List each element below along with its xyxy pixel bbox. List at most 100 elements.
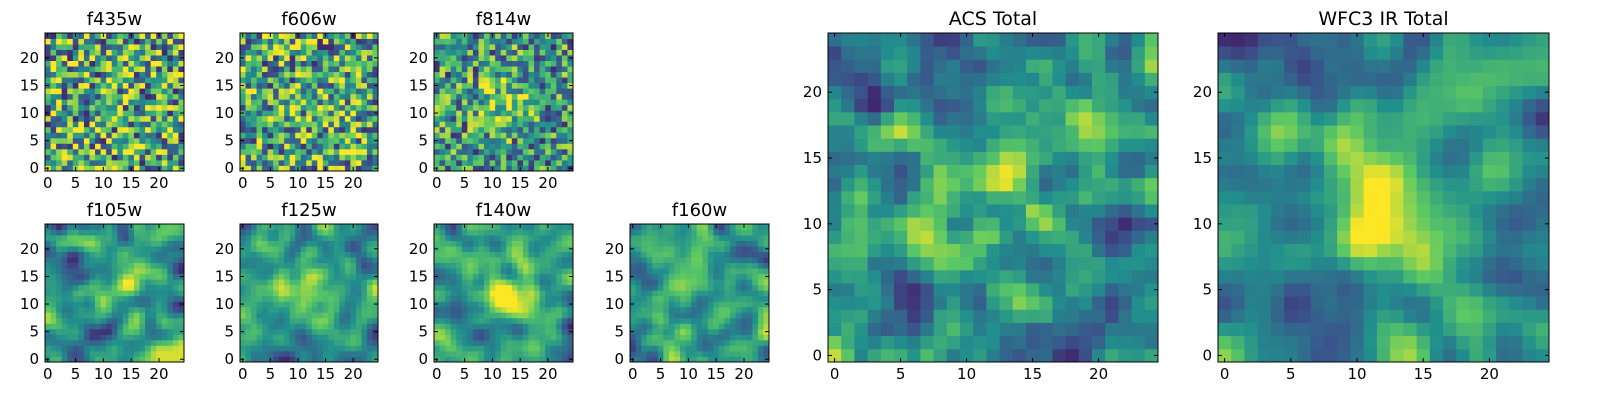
heatmap-cell — [128, 317, 135, 324]
heatmap-cell — [1131, 296, 1146, 310]
heatmap-cell — [83, 345, 90, 352]
heatmap-cell — [635, 246, 642, 252]
heatmap-cell — [730, 317, 737, 324]
heatmap-cell — [284, 77, 291, 84]
heatmap-cell — [517, 339, 524, 346]
heatmap-cell — [295, 159, 302, 166]
heatmap-cell — [306, 110, 313, 117]
heatmap-cell — [439, 339, 446, 346]
heatmap-cell — [133, 165, 140, 172]
heatmap-cell — [295, 44, 302, 50]
heatmap-cell — [339, 229, 346, 236]
heatmap-cell — [506, 246, 513, 252]
heatmap-cell — [300, 229, 307, 236]
heatmap-cell — [117, 44, 124, 50]
heatmap-cell — [445, 268, 452, 275]
heatmap-cell — [256, 262, 263, 269]
heatmap-cell — [657, 290, 664, 297]
heatmap-cell — [78, 104, 85, 111]
heatmap-cell — [172, 82, 179, 89]
heatmap-cell — [1092, 309, 1106, 323]
heatmap-cell — [333, 115, 340, 122]
heatmap-cell — [78, 356, 85, 363]
heatmap-cell — [178, 290, 185, 297]
heatmap-cell — [461, 306, 468, 313]
heatmap-cell — [718, 334, 725, 341]
heatmap-cell — [635, 229, 642, 236]
heatmap-cell — [894, 348, 908, 363]
heatmap-cell — [300, 55, 307, 61]
heatmap-cell — [718, 312, 725, 319]
heatmap-cell — [122, 71, 129, 78]
heatmap-cell — [724, 284, 731, 291]
heatmap-cell — [278, 77, 285, 84]
heatmap-cell — [730, 295, 737, 302]
heatmap-cell — [545, 99, 552, 106]
heatmap-cell — [95, 356, 101, 363]
heatmap-cell — [630, 240, 636, 247]
heatmap-cell — [133, 290, 140, 297]
heatmap-cell — [567, 339, 574, 346]
heatmap-cell — [156, 137, 163, 144]
heatmap-cell — [439, 137, 446, 144]
heatmap-cell — [295, 301, 302, 308]
heatmap-cell — [256, 77, 263, 84]
heatmap-cell — [556, 224, 563, 230]
heatmap-cell — [251, 33, 257, 39]
heatmap-cell — [1039, 204, 1053, 218]
heatmap-cell — [350, 350, 357, 357]
heatmap-cell — [122, 49, 129, 56]
heatmap-cell — [344, 66, 351, 73]
heatmap-cell — [361, 132, 368, 139]
heatmap-cell — [641, 224, 648, 230]
heatmap-cell — [1092, 348, 1106, 363]
heatmap-cell — [450, 33, 457, 39]
heatmap-cell — [267, 306, 274, 313]
heatmap-cell — [45, 104, 51, 111]
heatmap-cell — [472, 328, 479, 335]
heatmap-cell — [50, 229, 57, 236]
heatmap-cell — [439, 356, 446, 363]
heatmap-cell — [1065, 348, 1080, 363]
heatmap-cell — [696, 224, 703, 230]
heatmap-cell — [445, 38, 452, 45]
heatmap-cell — [106, 317, 113, 324]
heatmap-cell — [946, 283, 961, 297]
heatmap-cell — [663, 268, 670, 275]
heatmap-cell — [350, 262, 357, 269]
heatmap-cell — [89, 334, 96, 341]
heatmap-cell — [156, 110, 163, 117]
heatmap-cell — [724, 246, 731, 252]
heatmap-cell — [867, 217, 882, 231]
heatmap-cell — [366, 312, 373, 319]
heatmap-cell — [267, 121, 274, 128]
heatmap-cell — [735, 350, 742, 357]
heatmap-cell — [1144, 230, 1159, 244]
heatmap-cell — [1092, 283, 1106, 297]
heatmap-cell — [730, 257, 737, 264]
heatmap-cell — [355, 257, 362, 264]
heatmap-cell — [317, 71, 324, 78]
heatmap-cell — [267, 246, 274, 252]
heatmap-cell — [567, 104, 574, 111]
heatmap-cell — [511, 44, 518, 50]
heatmap-cell — [528, 312, 535, 319]
heatmap-cell — [757, 257, 764, 264]
heatmap-cell — [355, 279, 362, 286]
heatmap-cell — [339, 148, 346, 155]
heatmap-cell — [456, 235, 463, 241]
heatmap-cell — [522, 251, 529, 258]
heatmap-cell — [311, 38, 318, 45]
heatmap-cell — [718, 323, 725, 330]
heatmap-cell — [1012, 256, 1027, 271]
heatmap-cell — [145, 339, 152, 346]
heatmap-cell — [522, 240, 529, 247]
heatmap-cell — [284, 143, 291, 150]
heatmap-cell — [50, 350, 57, 357]
heatmap-cell — [828, 164, 842, 179]
heatmap-cell — [67, 251, 74, 258]
heatmap-cell — [333, 235, 340, 241]
heatmap-cell — [133, 88, 140, 95]
heatmap-cell — [1144, 217, 1159, 231]
heatmap-cell — [511, 229, 518, 236]
